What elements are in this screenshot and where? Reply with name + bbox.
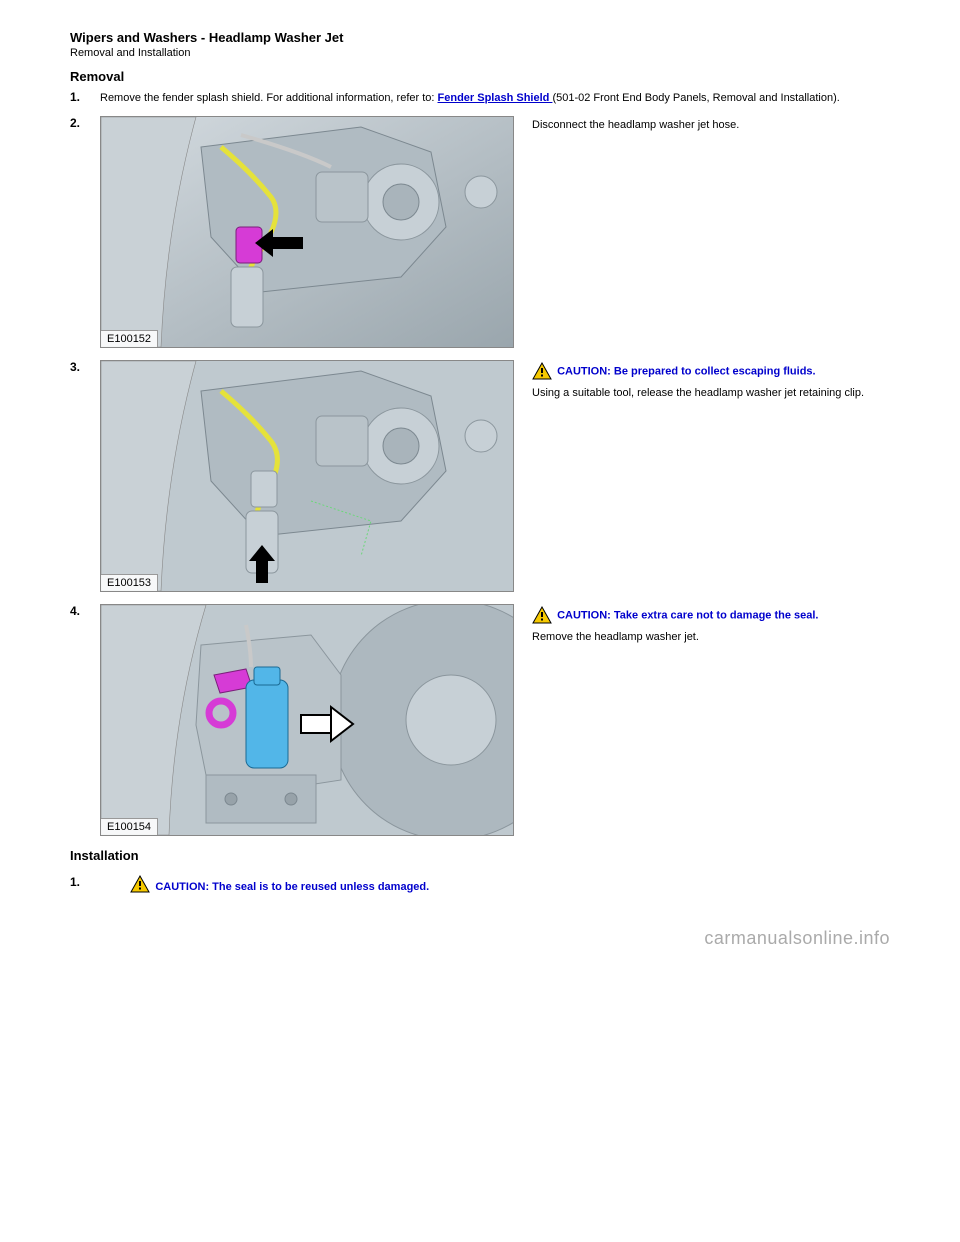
page-title: Wipers and Washers - Headlamp Washer Jet [70, 30, 890, 45]
caution-text: CAUTION: Take extra care not to damage t… [557, 610, 818, 622]
figure-e100154: E100154 [100, 604, 514, 836]
step-2: 2. [100, 116, 890, 348]
figure-svg [101, 117, 513, 347]
install-step-1: 1. CAUTION: The seal is to be reused unl… [100, 875, 890, 893]
step-3: 3. [100, 360, 890, 592]
figure-label: E100152 [101, 330, 158, 347]
caution-icon [532, 606, 552, 624]
step-number: 4. [70, 604, 80, 618]
manual-page: Wipers and Washers - Headlamp Washer Jet… [0, 0, 960, 969]
caption-text: Using a suitable tool, release the headl… [532, 386, 890, 401]
figure-e100152: E100152 [100, 116, 514, 348]
watermark-footer: carmanualsonline.info [70, 928, 890, 949]
caption-text: Remove the headlamp washer jet. [532, 630, 890, 645]
removal-steps: 1. Remove the fender splash shield. For … [70, 90, 890, 836]
figure-svg [101, 361, 513, 591]
installation-steps: 1. CAUTION: The seal is to be reused unl… [70, 875, 890, 893]
caution-text: CAUTION: Be prepared to collect escaping… [557, 366, 816, 378]
fender-splash-shield-link[interactable]: Fender Splash Shield [438, 92, 553, 104]
step-1: 1. Remove the fender splash shield. For … [100, 90, 890, 104]
installation-title: Installation [70, 848, 890, 863]
step-number: 1. [70, 875, 80, 889]
figure-caption: Disconnect the headlamp washer jet hose. [532, 116, 890, 133]
caption-text: Disconnect the headlamp washer jet hose. [532, 119, 739, 131]
figure-label: E100154 [101, 818, 158, 835]
step-number: 2. [70, 116, 80, 130]
figure-label: E100153 [101, 574, 158, 591]
step-text: Remove the fender splash shield. For add… [100, 92, 840, 104]
caution-icon [532, 362, 552, 380]
caution-icon [130, 875, 150, 893]
step-number: 3. [70, 360, 80, 374]
caution-text: CAUTION: The seal is to be reused unless… [155, 881, 429, 893]
removal-title: Removal [70, 69, 890, 84]
step-number: 1. [70, 90, 80, 104]
step-4: 4. [100, 604, 890, 836]
figure-e100153: E100153 [100, 360, 514, 592]
figure-caption: CAUTION: Take extra care not to damage t… [532, 604, 890, 645]
figure-caption: CAUTION: Be prepared to collect escaping… [532, 360, 890, 401]
page-subtitle: Removal and Installation [70, 47, 890, 59]
figure-svg [101, 605, 513, 835]
page-header: Wipers and Washers - Headlamp Washer Jet… [70, 30, 890, 59]
